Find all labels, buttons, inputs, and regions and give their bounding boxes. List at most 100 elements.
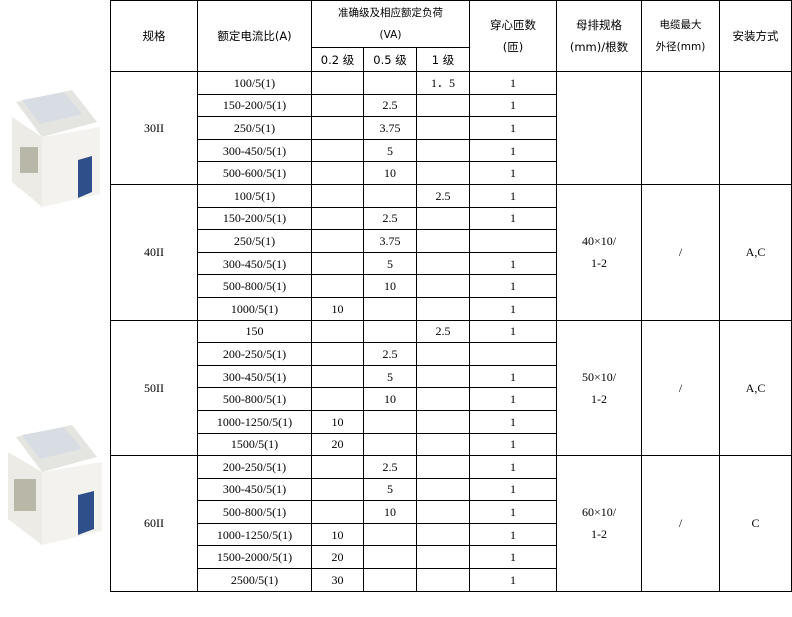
busbar-line: 50×10/ xyxy=(581,369,617,384)
table-row: 30II 100/5(1) 1．5 1 xyxy=(110,71,792,185)
table-row: 1500/5(1) 20 1 xyxy=(111,432,792,457)
table-row: 150-200/5(1) 2.5 1 xyxy=(111,93,792,118)
header-class-0.5: 0.5 级 xyxy=(363,47,417,72)
class-0.5-cell: 10 xyxy=(363,387,417,411)
turns-cell: 1 xyxy=(469,274,557,298)
class-0.5-cell: 2.5 xyxy=(363,455,417,479)
class-1-cell xyxy=(416,206,470,231)
class-1-cell: 2.5 xyxy=(416,183,470,208)
busbar-cell: 60×10/1-2 xyxy=(556,455,642,592)
class-0.2-cell xyxy=(311,319,364,344)
spec-table-body: 30II 100/5(1) 1．5 1 150-200/5(1) 2.5 1 250/5(1)… xyxy=(110,71,792,592)
turns-cell: 1 xyxy=(469,500,557,524)
busbar-line: 60×10/ xyxy=(581,505,617,520)
ratio-cell: 100/5(1) xyxy=(197,71,312,95)
class-0.2-cell xyxy=(311,206,364,231)
class-0.5-cell xyxy=(363,568,417,592)
class-0.2-cell xyxy=(311,71,364,95)
class-0.2-cell: 20 xyxy=(311,432,364,457)
spec-cell: 50II xyxy=(110,319,198,457)
class-0.5-cell xyxy=(363,183,417,208)
header-busbar-line1: 母排规格 xyxy=(576,18,622,32)
table-row: 1500-2000/5(1) 20 1 xyxy=(111,545,792,570)
busbar-line: 40×10/ xyxy=(581,234,617,249)
class-0.5-cell: 10 xyxy=(363,500,417,524)
header-busbar: 母排规格 (mm)/根数 xyxy=(556,0,642,72)
turns-cell: 1 xyxy=(469,93,557,118)
table-row: 300-450/5(1) 5 1 xyxy=(111,138,792,163)
turns-cell: 1 xyxy=(469,364,557,389)
table-row: 250/5(1) 3.75 1 xyxy=(111,116,792,140)
turns-cell: 1 xyxy=(469,568,557,592)
ratio-cell: 500-600/5(1) xyxy=(197,161,312,185)
busbar-cell xyxy=(556,71,642,185)
turns-cell: 1 xyxy=(469,477,557,502)
class-0.5-cell xyxy=(363,296,417,321)
class-1-cell xyxy=(416,138,470,163)
spec-table: 规格 额定电流比(A) 准确级及相应额定负荷 (VA) 穿心匝数 (匝) 母排规… xyxy=(110,0,792,592)
spec-cell: 60II xyxy=(110,455,198,592)
class-0.2-cell xyxy=(311,342,364,366)
class-1-cell xyxy=(416,522,470,547)
class-1-cell xyxy=(416,432,470,457)
turns-cell: 1 xyxy=(469,409,557,434)
ratio-cell: 1500/5(1) xyxy=(197,432,312,457)
header-class-0.2: 0.2 级 xyxy=(311,47,364,72)
class-0.2-cell xyxy=(311,455,364,479)
table-row: 50II 150 2.5 1 50×10/1-2/A,C xyxy=(110,319,792,457)
class-1-cell xyxy=(416,274,470,298)
header-cable-line2: 外径(mm) xyxy=(655,41,706,53)
class-1-cell xyxy=(416,229,470,253)
class-0.5-cell xyxy=(363,522,417,547)
ratio-cell: 300-450/5(1) xyxy=(197,364,312,389)
install-cell: A,C xyxy=(719,183,792,321)
class-1-cell xyxy=(416,568,470,592)
class-0.5-cell: 2.5 xyxy=(363,93,417,118)
turns-cell: 1 xyxy=(469,183,557,208)
table-row: 40II 100/5(1) 2.5 1 40×10/1-2/A,C xyxy=(110,183,792,321)
table-row: 250/5(1) 3.75 xyxy=(111,229,792,253)
class-0.5-cell: 10 xyxy=(363,161,417,185)
class-1-cell xyxy=(416,387,470,411)
ratio-cell: 150 xyxy=(197,319,312,344)
cable-cell: / xyxy=(641,455,720,592)
class-0.5-cell xyxy=(363,409,417,434)
turns-cell: 1 xyxy=(469,71,557,95)
busbar-cell: 50×10/1-2 xyxy=(556,319,642,457)
class-0.2-cell xyxy=(311,500,364,524)
ratio-cell: 100/5(1) xyxy=(197,183,312,208)
class-0.2-cell: 10 xyxy=(311,409,364,434)
class-0.5-cell xyxy=(363,432,417,457)
spec-cell: 30II xyxy=(110,71,198,185)
ratio-cell: 200-250/5(1) xyxy=(197,342,312,366)
ratio-cell: 250/5(1) xyxy=(197,116,312,140)
class-0.5-cell xyxy=(363,319,417,344)
table-row: 500-800/5(1) 10 1 xyxy=(111,274,792,298)
ratio-cell: 1000-1250/5(1) xyxy=(197,522,312,547)
install-cell xyxy=(719,71,792,185)
class-1-cell: 2.5 xyxy=(416,319,470,344)
class-0.2-cell xyxy=(311,364,364,389)
ratio-cell: 250/5(1) xyxy=(197,229,312,253)
install-cell: C xyxy=(719,455,792,592)
ratio-cell: 300-450/5(1) xyxy=(197,138,312,163)
turns-cell: 1 xyxy=(469,455,557,479)
header-class-1: 1 级 xyxy=(416,47,470,72)
class-1-cell xyxy=(416,93,470,118)
ratio-cell: 1000-1250/5(1) xyxy=(197,409,312,434)
class-1-cell xyxy=(416,477,470,502)
turns-cell xyxy=(469,342,557,366)
busbar-line: 1-2 xyxy=(591,256,607,271)
class-1-cell xyxy=(416,545,470,570)
header-spec: 规格 xyxy=(110,0,198,72)
busbar-line: 1-2 xyxy=(591,527,607,542)
class-0.2-cell xyxy=(311,138,364,163)
table-row: 300-450/5(1) 5 1 xyxy=(111,477,792,502)
turns-cell: 1 xyxy=(469,138,557,163)
turns-cell: 1 xyxy=(469,522,557,547)
header-install: 安装方式 xyxy=(719,0,792,72)
turns-cell: 1 xyxy=(469,206,557,231)
class-0.5-cell: 3.75 xyxy=(363,116,417,140)
class-1-cell xyxy=(416,296,470,321)
class-0.2-cell: 20 xyxy=(311,545,364,570)
